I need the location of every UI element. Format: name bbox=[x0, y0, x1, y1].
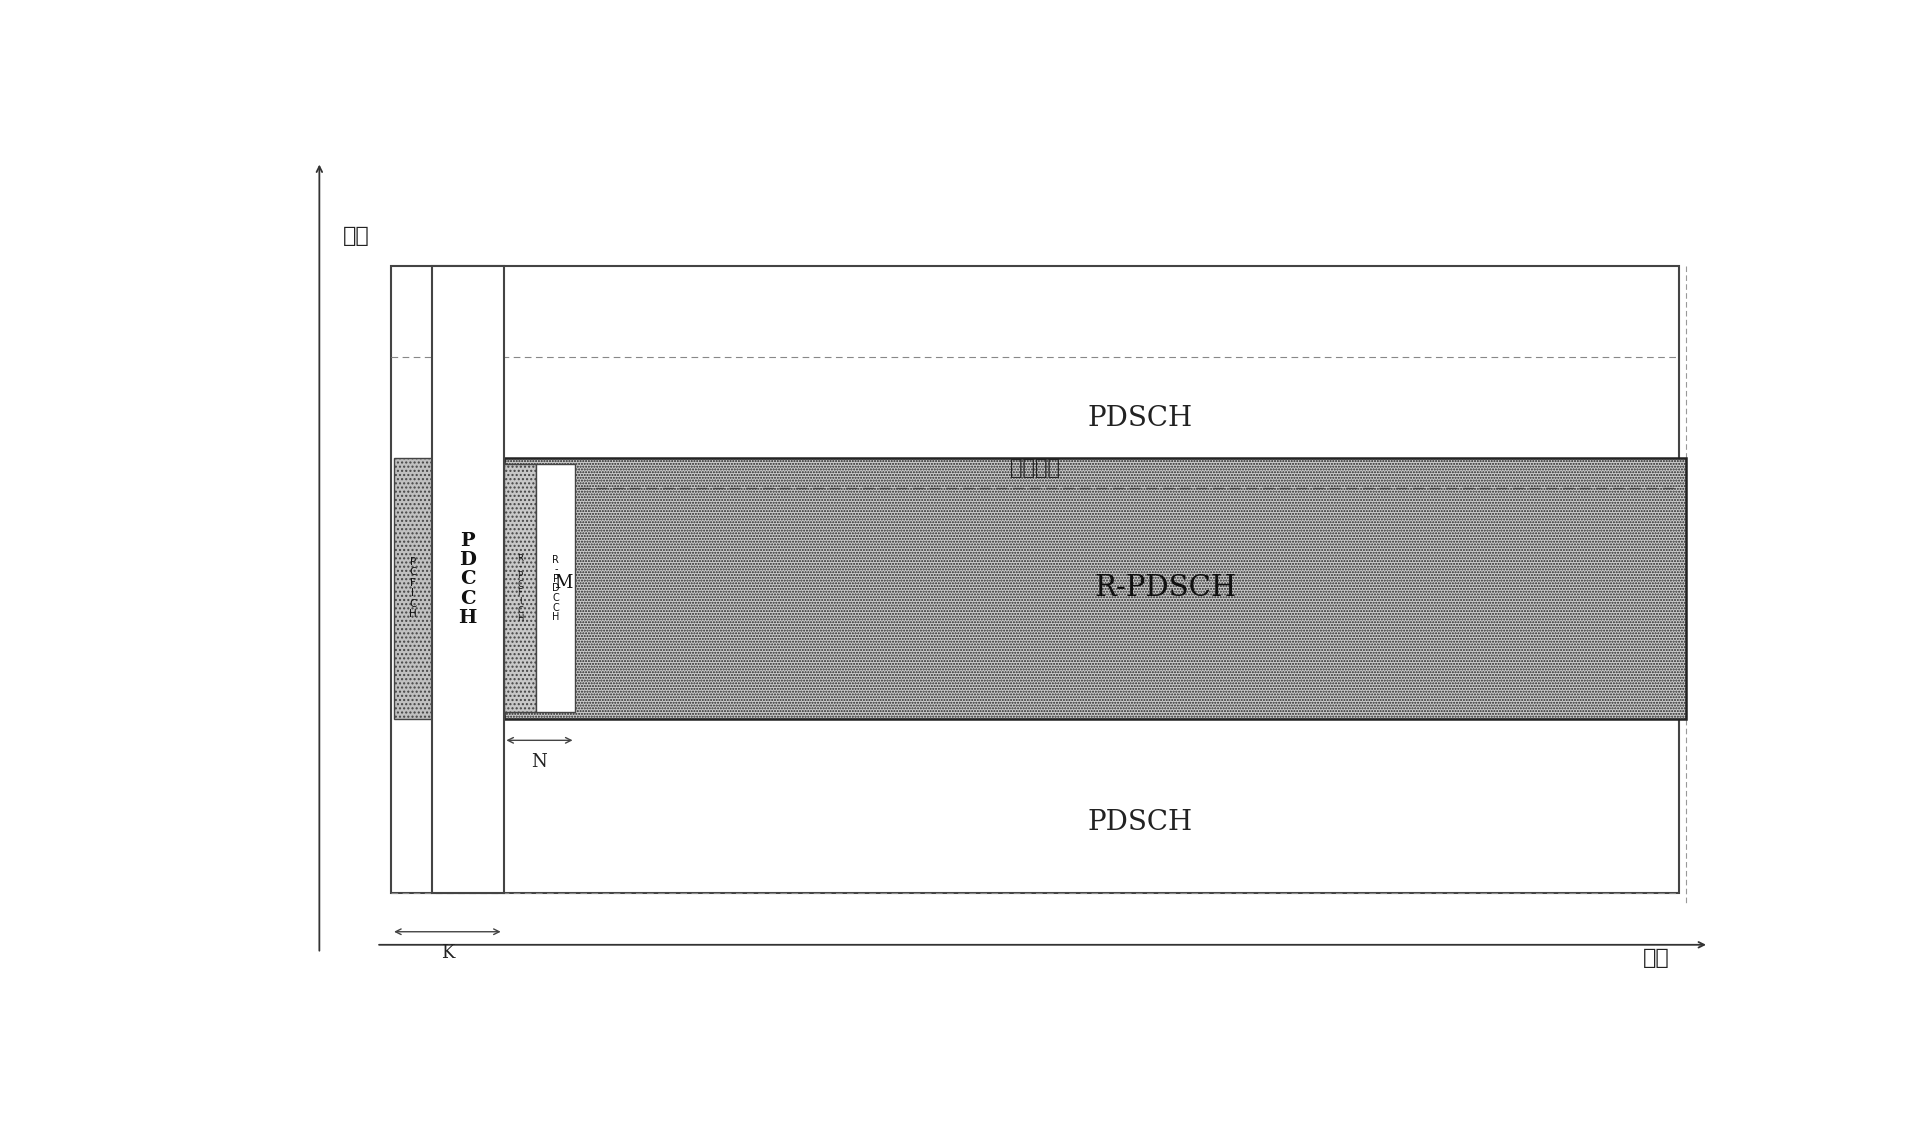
Text: R-PDSCH: R-PDSCH bbox=[1095, 574, 1236, 602]
Text: R
-
P
C
F
I
C
H: R - P C F I C H bbox=[518, 554, 524, 624]
Text: PDSCH: PDSCH bbox=[1088, 405, 1192, 432]
Text: K: K bbox=[440, 945, 454, 963]
Bar bbox=[431, 267, 504, 893]
Text: P
D
C
C
H: P D C C H bbox=[458, 531, 477, 627]
Bar bbox=[504, 458, 1687, 719]
Bar bbox=[504, 464, 537, 713]
Bar bbox=[537, 464, 576, 713]
Text: 频率: 频率 bbox=[344, 226, 371, 245]
Text: 时间: 时间 bbox=[1642, 948, 1669, 967]
Text: R
-
P
D
C
C
H: R - P D C C H bbox=[553, 555, 560, 623]
Bar bbox=[390, 267, 1679, 893]
Text: 特殊区域: 特殊区域 bbox=[1010, 458, 1061, 478]
Text: M: M bbox=[554, 574, 572, 592]
Text: PDSCH: PDSCH bbox=[1088, 809, 1192, 836]
Text: P
C
F
I
C
H: P C F I C H bbox=[410, 557, 417, 619]
Text: N: N bbox=[531, 753, 547, 771]
Bar bbox=[394, 458, 431, 719]
